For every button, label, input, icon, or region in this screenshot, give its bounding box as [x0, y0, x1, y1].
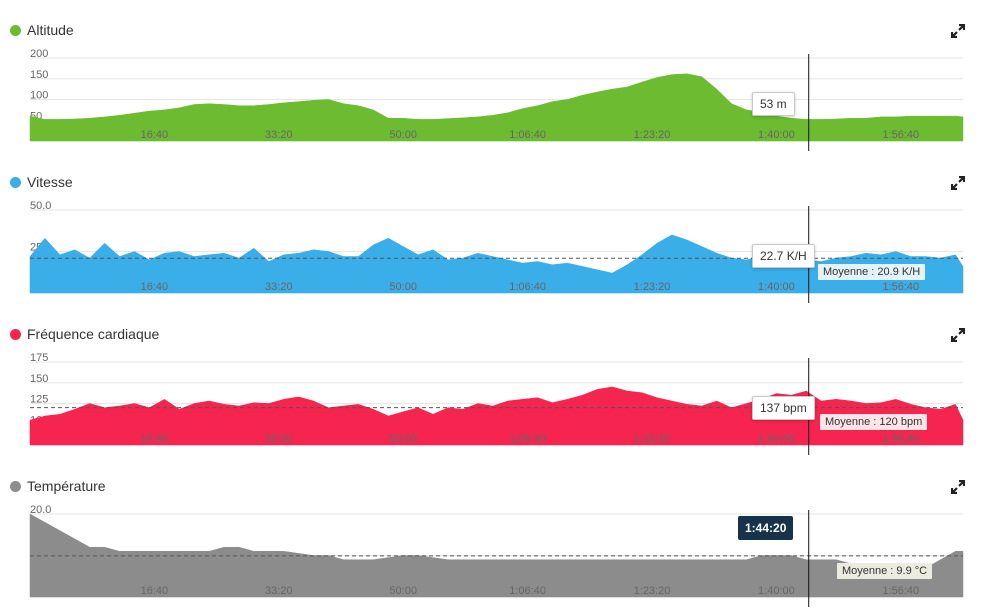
y-tick-label: 125 [30, 394, 48, 406]
average-label: Moyenne : 20.9 K/H [818, 264, 926, 280]
panel-title: Température [10, 476, 106, 496]
panel-title-label: Température [27, 478, 106, 494]
y-tick-label: 200 [30, 48, 48, 60]
y-tick-label: 150 [30, 373, 48, 385]
x-tick-label: 1:06:40 [509, 129, 546, 141]
y-tick-label: 150 [30, 69, 48, 81]
series-area [29, 386, 964, 446]
x-tick-label: 1:40:00 [758, 585, 795, 597]
legend-dot-icon [10, 480, 21, 492]
x-tick-label: 33:20 [265, 433, 293, 445]
cursor-value-label: 137 bpm [752, 396, 815, 420]
x-tick-label: 1:40:00 [758, 129, 795, 141]
y-tick-label: 20.0 [30, 504, 51, 516]
y-tick-label: 100 [30, 90, 48, 102]
x-tick-label: 1:56:40 [882, 585, 919, 597]
x-tick-label: 33:20 [265, 129, 293, 141]
chart-panel-altitude: Altitude 20015010050016:4033:2050:001:06… [0, 20, 983, 152]
vitesse-chart: 50.025.00.016:4033:2050:001:06:401:23:20… [29, 200, 964, 303]
legend-dot-icon [10, 24, 21, 36]
average-label: Moyenne : 120 bpm [820, 414, 928, 430]
altitude-chart: 20015010050016:4033:2050:001:06:401:23:2… [29, 48, 964, 151]
x-tick-label: 16:40 [141, 433, 169, 445]
x-tick-label: 33:20 [265, 585, 293, 597]
x-tick-label: 16:40 [141, 585, 169, 597]
panel-title: Fréquence cardiaque [10, 324, 159, 344]
legend-dot-icon [10, 176, 21, 188]
cursor-time-label: 1:44:20 [738, 516, 794, 540]
y-tick-label: 50.0 [30, 200, 51, 212]
expand-icon[interactable] [951, 24, 965, 38]
series-area [29, 73, 964, 142]
chart-panel-vitesse: Vitesse 50.025.00.016:4033:2050:001:06:4… [0, 172, 983, 304]
cursor-value-label: 53 m [752, 92, 795, 116]
panel-title-label: Altitude [27, 22, 74, 38]
chart-panel-temperature: Température 20.010.00.016:4033:2050:001:… [0, 476, 983, 608]
x-tick-label: 50:00 [389, 585, 417, 597]
x-tick-label: 33:20 [265, 281, 293, 293]
panel-title: Altitude [10, 20, 74, 40]
x-tick-label: 1:56:40 [882, 129, 919, 141]
x-tick-label: 1:56:40 [882, 281, 919, 293]
y-tick-label: 175 [30, 352, 48, 364]
panel-title-label: Vitesse [27, 174, 73, 190]
average-label: Moyenne : 9.9 °C [837, 563, 933, 579]
cursor-value-label: 22.7 K/H [752, 244, 815, 268]
x-tick-label: 1:56:40 [882, 433, 919, 445]
legend-dot-icon [10, 328, 21, 340]
temperature-chart: 20.010.00.016:4033:2050:001:06:401:23:20… [29, 504, 964, 607]
expand-icon[interactable] [951, 328, 965, 342]
x-tick-label: 50:00 [389, 281, 417, 293]
x-tick-label: 1:40:00 [758, 281, 795, 293]
x-tick-label: 1:23:20 [634, 281, 671, 293]
x-tick-label: 1:23:20 [634, 129, 671, 141]
x-tick-label: 1:06:40 [509, 281, 546, 293]
x-tick-label: 1:06:40 [509, 585, 546, 597]
x-tick-label: 50:00 [389, 129, 417, 141]
expand-icon[interactable] [951, 176, 965, 190]
x-tick-label: 1:06:40 [509, 433, 546, 445]
x-tick-label: 1:23:20 [634, 433, 671, 445]
x-tick-label: 16:40 [141, 129, 169, 141]
x-tick-label: 50:00 [389, 433, 417, 445]
panel-title: Vitesse [10, 172, 73, 192]
x-tick-label: 1:23:20 [634, 585, 671, 597]
x-tick-label: 1:40:00 [758, 433, 795, 445]
expand-icon[interactable] [951, 480, 965, 494]
panel-title-label: Fréquence cardiaque [27, 326, 160, 342]
x-tick-label: 16:40 [141, 281, 169, 293]
frequence-chart: 1751501251007516:4033:2050:001:06:401:23… [29, 352, 964, 455]
chart-panel-frequence: Fréquence cardiaque 1751501251007516:403… [0, 324, 983, 456]
